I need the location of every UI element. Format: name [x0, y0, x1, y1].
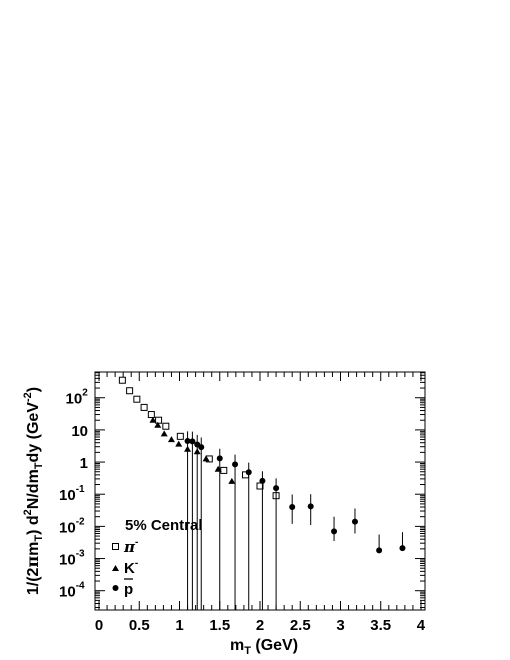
legend-label-pi: π-: [123, 537, 138, 556]
pbar-point: [351, 518, 358, 525]
y-tick-label: 1: [80, 455, 88, 472]
pbar-point: [273, 485, 280, 492]
pbar-point: [216, 455, 223, 462]
pi-minus-point: [140, 403, 148, 411]
x-tick-label: 2: [256, 617, 264, 634]
pbar-point: [232, 461, 239, 468]
data-marks: [118, 376, 406, 610]
y-tick-label: 10-3: [59, 549, 85, 569]
pi-minus-point: [118, 376, 126, 384]
y-tick-label: 102: [66, 388, 89, 408]
pbar-point: [376, 547, 383, 554]
pi-minus-point: [220, 466, 228, 474]
x-axis-title: mT (GeV): [230, 637, 298, 657]
legend: π- K- p: [112, 537, 138, 598]
y-tick-labels: 10-4 10-3 10-2 10-1 1 10 102: [59, 388, 88, 601]
x-tick-label: 1: [175, 617, 183, 634]
y-tick-label: 10: [71, 423, 88, 440]
k-minus-point: [149, 416, 157, 423]
x-tick-label: 3.5: [370, 617, 391, 634]
y-tick-label: 10-2: [59, 516, 85, 536]
pi-minus-point: [155, 416, 163, 424]
y-axis-title: 1/(2πmT) d2N/dmTdy (GeV-2): [22, 387, 45, 595]
x-tick-label: 2.5: [290, 617, 311, 634]
k-minus-point: [202, 455, 210, 462]
pbar-point: [399, 545, 406, 552]
pi-minus-point: [126, 387, 134, 395]
k-minus-point: [167, 436, 175, 443]
pbar-point: [189, 438, 196, 445]
pi-minus-point: [176, 432, 184, 440]
x-tick-label: 0: [95, 617, 103, 634]
pi-minus-point: [256, 482, 264, 490]
chart-annotation: 5% Central: [125, 517, 203, 534]
x-tick-label: 1.5: [209, 617, 230, 634]
pbar-point: [198, 444, 205, 451]
legend-label-pbar: p: [124, 581, 133, 598]
pbar-point: [307, 503, 314, 510]
pbar-point: [289, 504, 296, 511]
k-minus-point: [175, 440, 183, 447]
pbar-point: [259, 477, 266, 484]
k-minus-point: [160, 430, 168, 437]
axis-ticks: [95, 372, 425, 610]
y-tick-label: 10-1: [59, 484, 85, 504]
pi-minus-point: [162, 422, 170, 430]
legend-marker-pi: [112, 543, 119, 550]
x-tick-label: 4: [417, 617, 426, 634]
legend-marker-pbar: [112, 585, 119, 591]
k-minus-point: [154, 421, 162, 428]
pbar-point: [184, 438, 191, 445]
k-minus-point: [228, 477, 236, 484]
x-tick-label: 0.5: [129, 617, 150, 634]
legend-marker-kaon: [112, 565, 119, 571]
y-tick-label: 10-4: [59, 581, 85, 601]
pbar-point: [331, 528, 338, 535]
legend-label-kaon: K-: [124, 558, 138, 577]
x-tick-label: 3: [336, 617, 344, 634]
pi-minus-point: [147, 411, 155, 419]
pi-minus-point: [133, 395, 141, 403]
x-tick-labels: 0 0.5 1 1.5 2 2.5 3 3.5 4: [95, 617, 426, 634]
pbar-point: [245, 469, 252, 476]
